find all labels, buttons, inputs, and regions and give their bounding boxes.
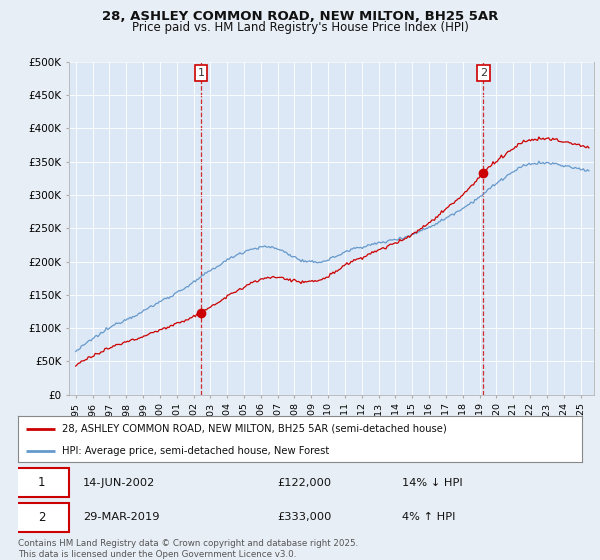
Text: 1: 1 — [197, 68, 205, 78]
Text: 28, ASHLEY COMMON ROAD, NEW MILTON, BH25 5AR: 28, ASHLEY COMMON ROAD, NEW MILTON, BH25… — [102, 10, 498, 22]
Text: Price paid vs. HM Land Registry's House Price Index (HPI): Price paid vs. HM Land Registry's House … — [131, 21, 469, 34]
Text: 29-MAR-2019: 29-MAR-2019 — [83, 512, 160, 522]
Text: 4% ↑ HPI: 4% ↑ HPI — [401, 512, 455, 522]
Text: 1: 1 — [38, 476, 46, 489]
Text: 2: 2 — [480, 68, 487, 78]
Text: £122,000: £122,000 — [277, 478, 332, 488]
FancyBboxPatch shape — [15, 469, 69, 497]
Text: 28, ASHLEY COMMON ROAD, NEW MILTON, BH25 5AR (semi-detached house): 28, ASHLEY COMMON ROAD, NEW MILTON, BH25… — [62, 424, 447, 434]
Text: 2: 2 — [38, 511, 46, 524]
Text: HPI: Average price, semi-detached house, New Forest: HPI: Average price, semi-detached house,… — [62, 446, 329, 455]
Text: 14-JUN-2002: 14-JUN-2002 — [83, 478, 155, 488]
Text: Contains HM Land Registry data © Crown copyright and database right 2025.
This d: Contains HM Land Registry data © Crown c… — [18, 539, 358, 559]
Text: 14% ↓ HPI: 14% ↓ HPI — [401, 478, 462, 488]
FancyBboxPatch shape — [15, 503, 69, 531]
Text: £333,000: £333,000 — [277, 512, 332, 522]
